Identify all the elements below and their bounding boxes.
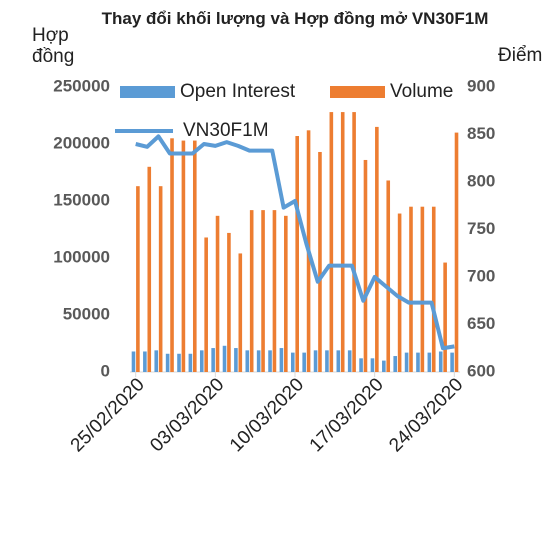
bar xyxy=(450,352,454,372)
bar xyxy=(181,140,186,372)
bar xyxy=(438,351,443,372)
bar xyxy=(256,350,261,372)
bar xyxy=(268,350,272,372)
bar xyxy=(329,112,334,372)
legend-label: Volume xyxy=(390,81,453,102)
bar xyxy=(136,186,140,372)
y-tick-label: 100000 xyxy=(53,247,110,266)
bar xyxy=(279,348,284,372)
bar xyxy=(222,345,227,372)
bar xyxy=(370,358,375,372)
bar xyxy=(363,159,368,372)
bar xyxy=(177,353,181,372)
legend-swatch xyxy=(120,86,175,98)
bar xyxy=(431,206,436,372)
bar xyxy=(295,136,299,372)
bar xyxy=(359,358,363,372)
y-tick-label: 200000 xyxy=(53,133,110,152)
y2-tick-label: 750 xyxy=(467,219,495,238)
x-tick-label: 10/03/2020 xyxy=(226,374,308,456)
bar xyxy=(291,352,295,372)
bar xyxy=(234,348,238,372)
x-tick-label: 24/03/2020 xyxy=(385,374,467,456)
bar xyxy=(416,352,420,372)
y2-tick-label: 850 xyxy=(467,124,495,143)
y-tick-label: 150000 xyxy=(53,190,110,209)
bar xyxy=(204,237,208,372)
legend-label: VN30F1M xyxy=(183,120,269,141)
line xyxy=(135,134,455,351)
bar xyxy=(336,350,341,372)
y-tick-label: 250000 xyxy=(53,76,110,95)
bar xyxy=(261,210,265,372)
bar xyxy=(284,215,288,372)
y2-axis-label: Điểm xyxy=(498,45,543,66)
bar xyxy=(443,262,447,372)
bar xyxy=(158,186,163,372)
y2-tick-label: 700 xyxy=(467,266,495,285)
bar xyxy=(143,351,147,372)
bar xyxy=(347,350,352,372)
bar xyxy=(170,138,174,372)
bar xyxy=(404,352,409,372)
bar xyxy=(375,126,379,373)
x-tick-label: 17/03/2020 xyxy=(306,374,388,456)
y-axis-label: Hợp đồng xyxy=(32,25,75,67)
x-tick-label: 25/02/2020 xyxy=(67,374,149,456)
bar xyxy=(454,132,459,372)
bar xyxy=(147,166,152,372)
y2-tick-label: 800 xyxy=(467,171,495,190)
bar xyxy=(188,353,193,372)
legend-label: Open Interest xyxy=(180,81,296,102)
bar xyxy=(227,232,231,372)
bar xyxy=(272,210,277,372)
bar xyxy=(318,151,322,372)
bar xyxy=(393,356,398,372)
y2-tick-label: 900 xyxy=(467,76,495,95)
legend-swatch xyxy=(330,86,385,98)
bar xyxy=(386,180,391,372)
bar xyxy=(165,353,170,372)
y2-tick-label: 650 xyxy=(467,314,495,333)
bar xyxy=(397,213,402,372)
bar xyxy=(154,350,159,372)
bar xyxy=(340,112,345,372)
bar xyxy=(420,206,425,372)
bar xyxy=(192,140,197,372)
bar xyxy=(427,352,432,372)
bar xyxy=(325,350,329,372)
bar xyxy=(131,351,136,372)
bar xyxy=(238,253,243,372)
bar xyxy=(352,112,356,372)
bar xyxy=(199,350,204,372)
bar xyxy=(302,352,306,372)
bar xyxy=(409,206,413,372)
bar xyxy=(245,350,250,372)
chart-title: Thay đổi khối lượng và Hợp đồng mở VN30F… xyxy=(101,9,489,28)
bar xyxy=(382,360,386,372)
bar xyxy=(215,215,220,372)
x-tick-label: 03/03/2020 xyxy=(146,374,228,456)
y2-tick-label: 600 xyxy=(467,361,495,380)
bar xyxy=(249,210,254,372)
y-tick-label: 0 xyxy=(101,361,110,380)
bar xyxy=(211,348,215,372)
y-tick-label: 50000 xyxy=(63,304,110,323)
bar xyxy=(313,350,318,372)
